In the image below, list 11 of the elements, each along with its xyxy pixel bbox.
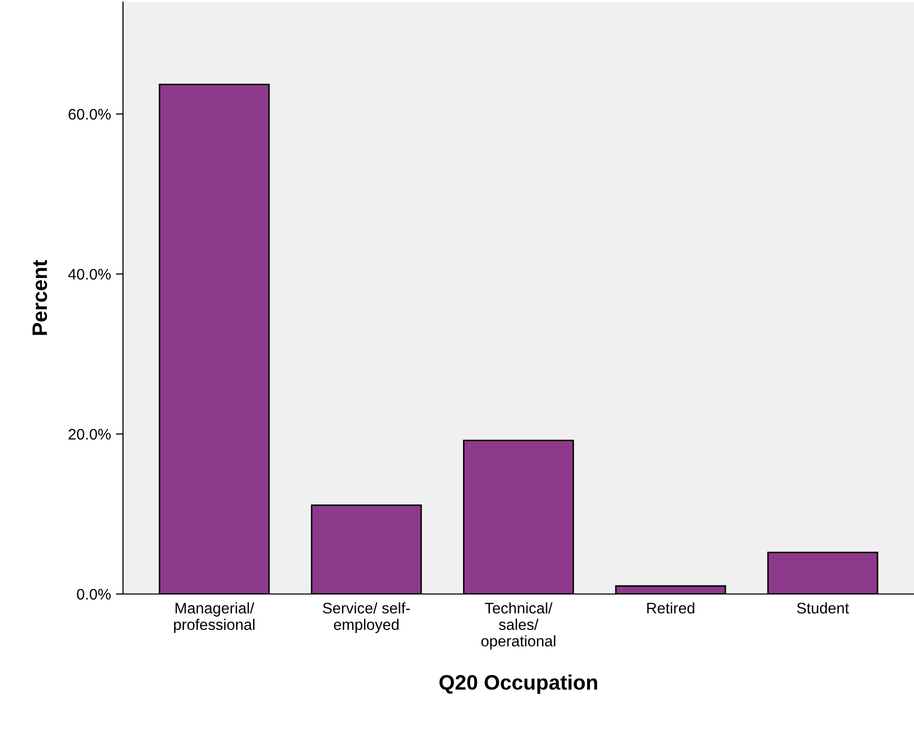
x-axis-title: Q20 Occupation (439, 674, 598, 694)
y-tick-label: 20.0% (68, 428, 111, 440)
x-tick-label: Retired (647, 602, 694, 614)
x-tick-label: Service/ self- employed (322, 602, 410, 634)
y-tick-label: 40.0% (68, 268, 111, 280)
x-tick-label: Managerial/ professional (174, 602, 254, 634)
y-axis-title: Percent (32, 260, 48, 335)
x-tick-label: Student (797, 602, 849, 614)
x-tick-label: Technical/ sales/ operational (481, 602, 556, 650)
y-tick-label: 60.0% (68, 108, 111, 120)
y-tick-label: 0.0% (76, 588, 111, 600)
